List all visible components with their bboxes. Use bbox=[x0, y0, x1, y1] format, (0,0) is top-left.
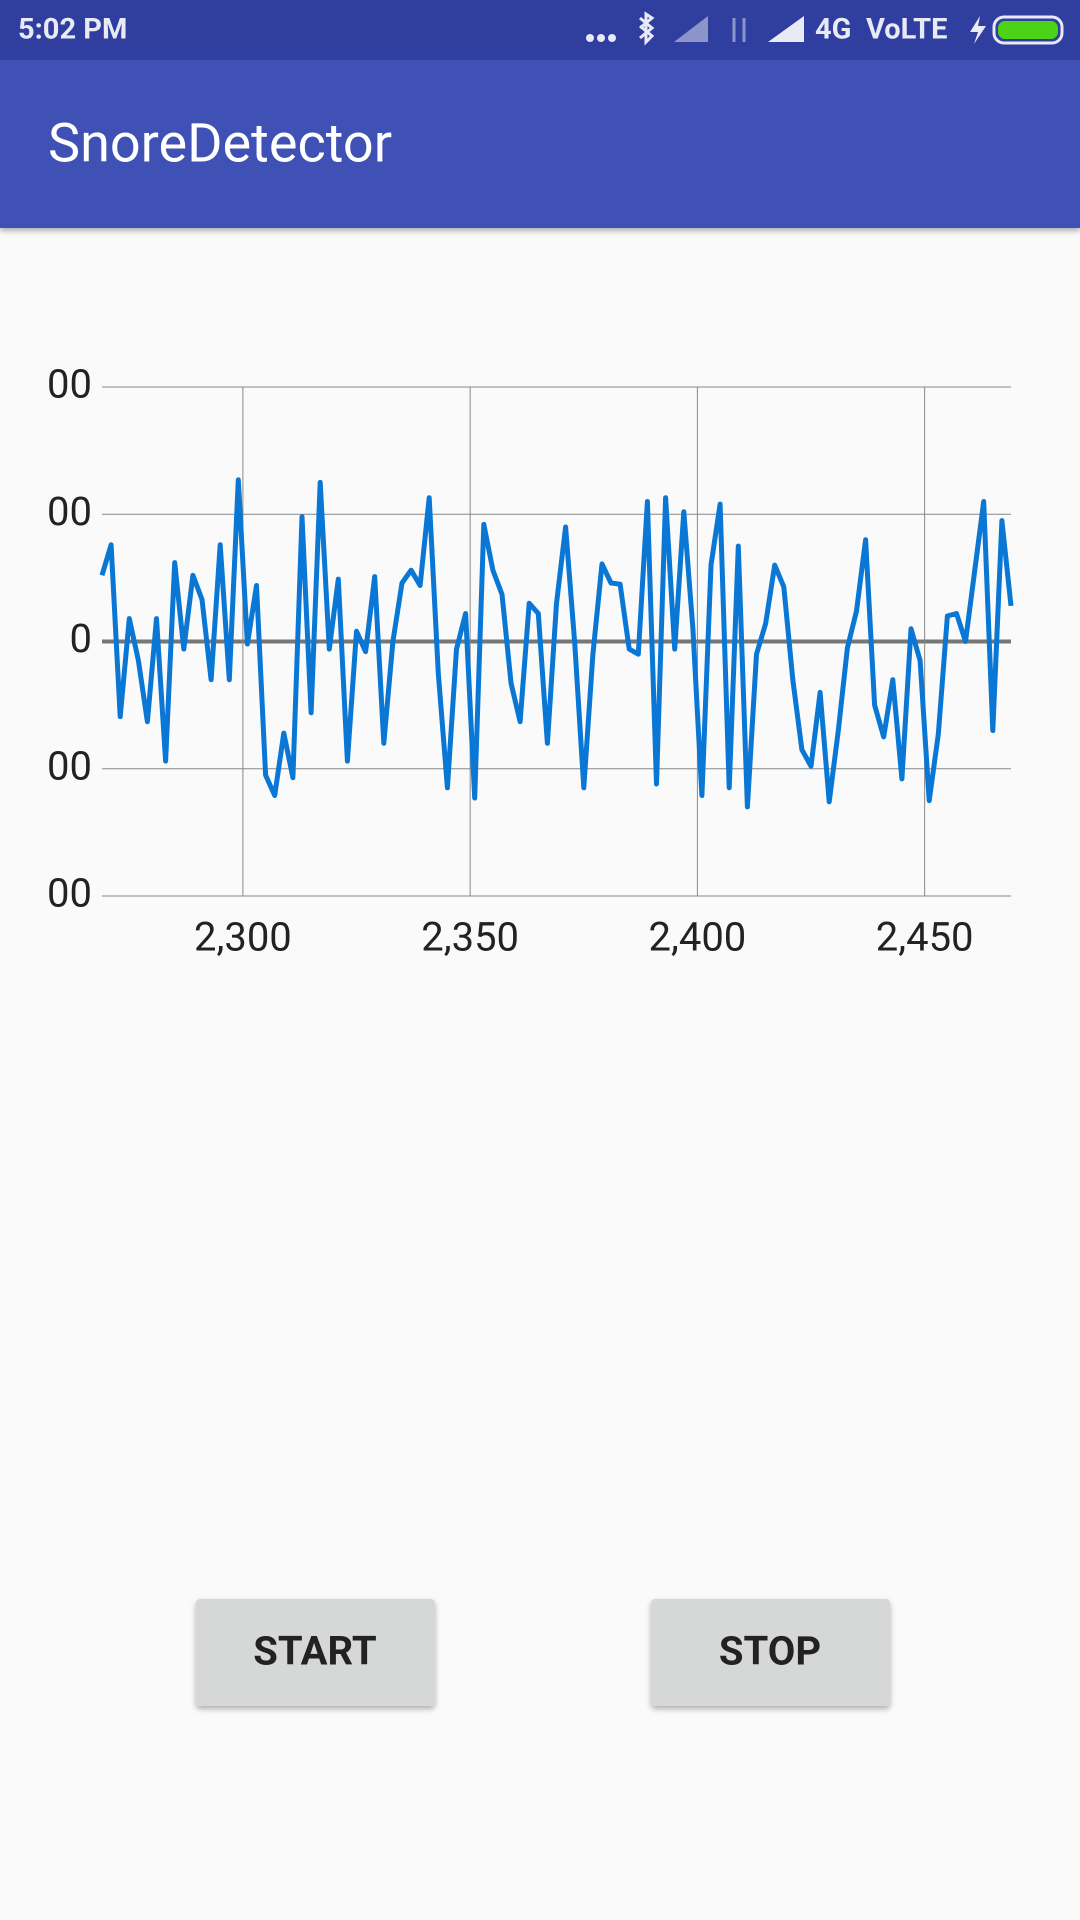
x-tick-label: 2,400 bbox=[648, 914, 746, 961]
y-tick-label: 00 bbox=[47, 870, 92, 917]
start-label: START bbox=[253, 1628, 376, 1675]
data-line bbox=[99, 477, 1014, 810]
network-type: 4G bbox=[815, 13, 851, 47]
y-tick-label: 00 bbox=[47, 742, 92, 789]
start-button-bg bbox=[196, 1599, 435, 1706]
x-tick-label: 2,300 bbox=[194, 914, 292, 961]
status-bar bbox=[0, 0, 1080, 60]
clock: 5:02 PM bbox=[18, 13, 127, 47]
battery-level bbox=[998, 21, 1058, 39]
battery bbox=[992, 15, 1064, 45]
status-icons bbox=[586, 11, 804, 46]
app-title: SnoreDetector bbox=[48, 112, 392, 175]
stop-button-bg bbox=[651, 1599, 890, 1706]
stop-button[interactable]: STOP bbox=[651, 1599, 890, 1706]
charging-icon bbox=[970, 16, 986, 44]
volte: VoLTE bbox=[866, 13, 947, 47]
x-tick-label: 2,350 bbox=[421, 914, 519, 961]
y-tick-label: 00 bbox=[47, 361, 92, 408]
start-button[interactable]: START bbox=[196, 1599, 435, 1706]
y-tick-label: 0 bbox=[70, 615, 92, 662]
x-tick-label: 2,450 bbox=[876, 914, 974, 961]
app-bar bbox=[0, 60, 1080, 228]
stop-label: STOP bbox=[719, 1628, 821, 1675]
y-tick-label: 00 bbox=[47, 488, 92, 535]
